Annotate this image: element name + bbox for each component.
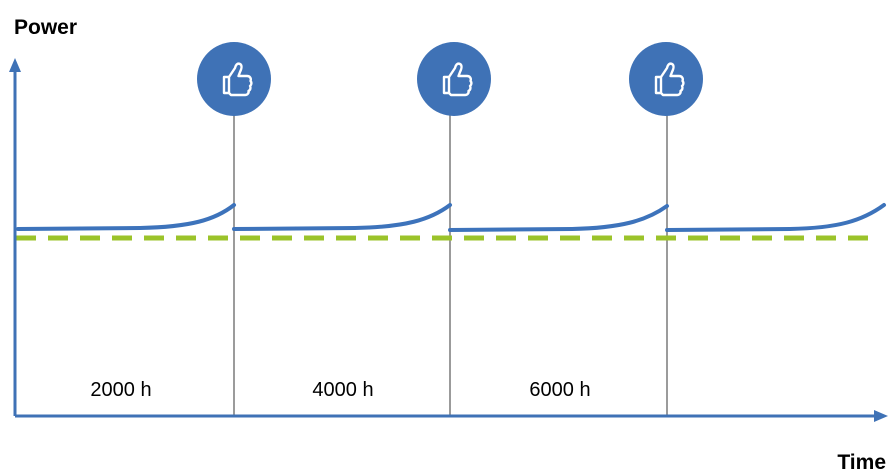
thumbs-up-badge-1 [197, 42, 271, 116]
badge-circle [417, 42, 491, 116]
power-curve-segment-2 [232, 203, 452, 231]
axes [9, 58, 888, 422]
badge-circle [629, 42, 703, 116]
y-axis-arrow [9, 58, 21, 72]
period-label-2: 4000 h [312, 379, 373, 401]
power-curve-segment-4 [665, 203, 886, 232]
badge-circle [197, 42, 271, 116]
power-curve [16, 203, 886, 232]
y-axis-title: Power [14, 16, 77, 39]
x-axis-title: Time [837, 451, 886, 474]
period-label-3: 6000 h [529, 379, 590, 401]
power-curve-segment-1 [16, 203, 236, 231]
period-dividers [233, 115, 668, 416]
period-label-1: 2000 h [90, 379, 151, 401]
power-curve-segment-3 [448, 204, 669, 232]
x-axis-arrow [874, 410, 888, 422]
thumbs-up-badge-3 [629, 42, 703, 116]
thumbs-up-badge-2 [417, 42, 491, 116]
